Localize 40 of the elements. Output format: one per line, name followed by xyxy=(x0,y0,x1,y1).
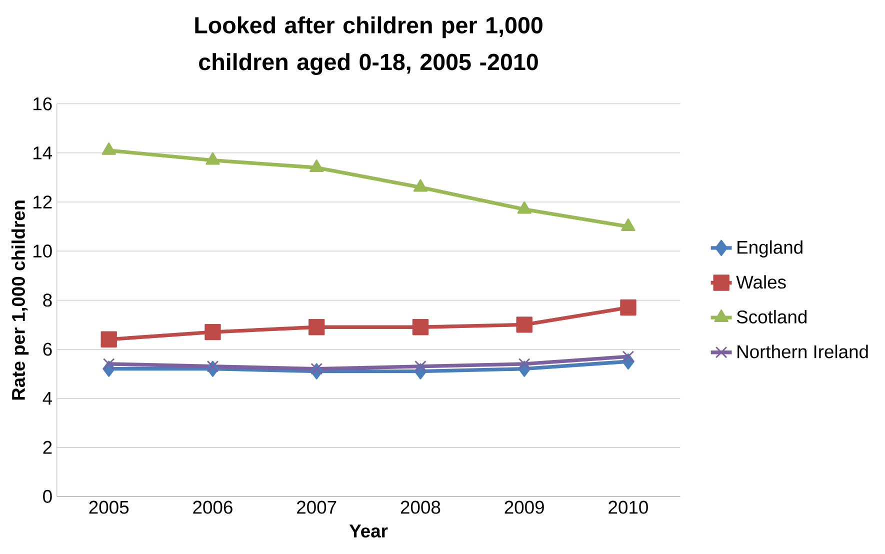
point xyxy=(206,152,220,165)
legend-label: Scotland xyxy=(736,310,806,324)
point xyxy=(102,358,115,370)
point xyxy=(310,362,323,375)
x-tick-label: 2010 xyxy=(608,500,648,514)
point xyxy=(621,218,636,232)
point xyxy=(308,319,325,336)
point xyxy=(517,201,532,214)
x-tick-label: 2005 xyxy=(89,500,129,514)
x-tick-label: 2007 xyxy=(297,500,336,514)
chart-title: Looked after children per 1,000 children aged 0-18, 2005 -2010 xyxy=(195,16,542,76)
y-tick-label: 10 xyxy=(34,244,52,258)
point xyxy=(518,358,530,370)
point xyxy=(516,316,532,333)
y-tick-label: 16 xyxy=(34,97,52,110)
y-tick-label: 4 xyxy=(42,392,52,405)
point xyxy=(102,142,116,155)
point xyxy=(100,331,117,348)
y-tick-label: 0 xyxy=(43,490,52,504)
point xyxy=(309,160,324,172)
point xyxy=(204,324,221,340)
y-axis-title: Rate per 1,000 children xyxy=(11,200,29,400)
y-tick-label: 8 xyxy=(43,294,52,307)
legend-label: England xyxy=(738,240,802,258)
x-tick-label: 2009 xyxy=(504,500,544,514)
x-tick-label: 2008 xyxy=(400,500,440,514)
y-tick-label: 14 xyxy=(34,146,52,160)
y-tick-label: 6 xyxy=(43,342,52,356)
legend-label: Wales xyxy=(736,275,786,289)
point xyxy=(413,179,428,192)
x-axis-title: Year xyxy=(349,524,388,538)
point xyxy=(412,319,429,336)
point xyxy=(620,299,636,316)
y-tick-label: 2 xyxy=(43,440,52,454)
y-tick-label: 12 xyxy=(34,196,52,208)
point xyxy=(414,360,426,372)
x-tick-label: 2006 xyxy=(193,500,232,514)
point xyxy=(206,360,219,372)
legend-label: Northern Ireland xyxy=(738,344,868,358)
point xyxy=(622,350,634,363)
